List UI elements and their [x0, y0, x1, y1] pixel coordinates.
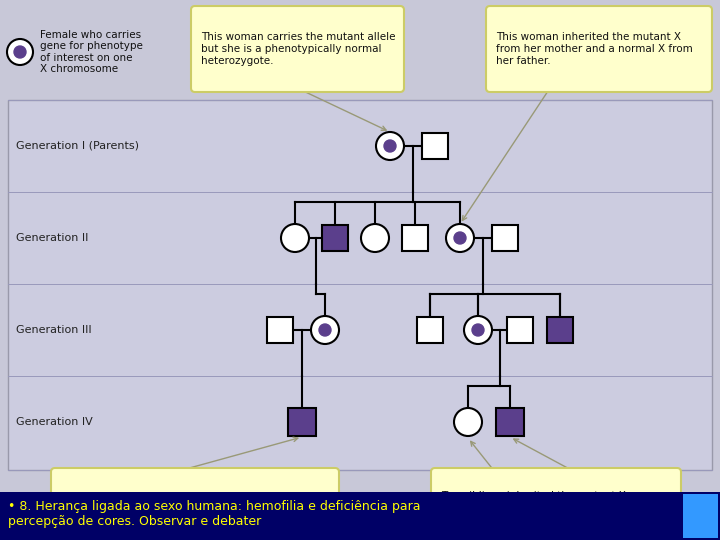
Text: This woman carries the mutant allele
but she is a phenotypically normal
heterozy: This woman carries the mutant allele but… [201, 32, 395, 65]
Circle shape [454, 408, 482, 436]
Bar [8, 100, 712, 470]
Circle shape [7, 39, 33, 65]
Bar [507, 317, 533, 343]
Text: Generation III: Generation III [16, 325, 91, 335]
Text: Generation IV: Generation IV [16, 417, 93, 427]
Circle shape [472, 324, 484, 336]
Circle shape [446, 224, 474, 252]
Circle shape [361, 224, 389, 252]
Bar [402, 225, 428, 251]
Circle shape [319, 324, 331, 336]
Bar [496, 408, 524, 436]
FancyBboxPatch shape [431, 468, 681, 540]
Text: Female who carries
gene for phenotype
of interest on one
X chromosome: Female who carries gene for phenotype of… [40, 30, 143, 75]
FancyBboxPatch shape [51, 468, 339, 540]
Bar [492, 225, 518, 251]
Bar [417, 317, 443, 343]
Circle shape [14, 46, 26, 58]
Text: Two siblings inherited the mutant X
from their mother. The son expresses
the mut: Two siblings inherited the mutant X from… [441, 491, 636, 524]
Bar [288, 408, 316, 436]
Circle shape [376, 132, 404, 160]
Bar [683, 494, 718, 538]
Circle shape [464, 316, 492, 344]
Bar [0, 492, 720, 540]
Circle shape [311, 316, 339, 344]
Bar [547, 317, 573, 343]
Text: Generation II: Generation II [16, 233, 89, 243]
Circle shape [454, 232, 466, 244]
Circle shape [384, 140, 396, 152]
Circle shape [281, 224, 309, 252]
Text: Generation I (Parents): Generation I (Parents) [16, 141, 139, 151]
FancyBboxPatch shape [191, 6, 404, 92]
Bar [267, 317, 293, 343]
Text: This man inherited the mutant X chromosome from his
mother and a normal Y from h: This man inherited the mutant X chromoso… [61, 494, 339, 538]
Bar [322, 225, 348, 251]
Text: • 8. Herança ligada ao sexo humana: hemofilia e deficiência para
percepção de co: • 8. Herança ligada ao sexo humana: hemo… [8, 500, 420, 528]
FancyBboxPatch shape [486, 6, 712, 92]
Text: This woman inherited the mutant X
from her mother and a normal X from
her father: This woman inherited the mutant X from h… [496, 32, 693, 65]
Bar [422, 133, 448, 159]
